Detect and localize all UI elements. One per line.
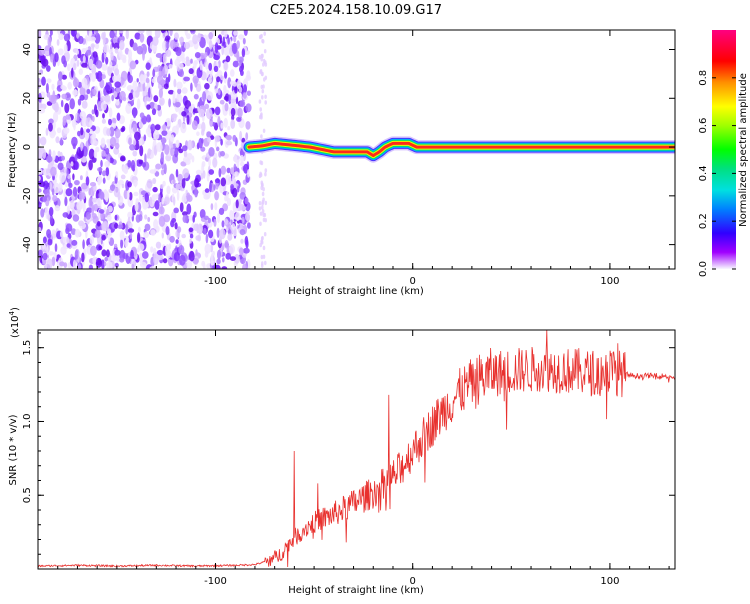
figure-title: C2E5.2024.158.10.09.G17 <box>270 3 442 18</box>
snr-plot-area <box>38 330 675 568</box>
snr-x-axis-label: Height of straight line (km) <box>288 585 424 596</box>
snr-frame <box>37 329 676 570</box>
spectrogram-y-tick-label: -20 <box>22 188 33 204</box>
spectrogram-x-tick-label: 100 <box>600 276 619 287</box>
spectrogram-frame <box>37 29 676 270</box>
colorbar-label: Normalized spectral amplitude <box>738 73 749 227</box>
spectrogram-axes: -100 0 100 -40 -20 0 20 40 <box>22 30 675 287</box>
spectrogram-y-tick-label: -40 <box>22 236 33 252</box>
colorbar-tick-label: 0.2 <box>698 213 709 229</box>
svg-text:(x104): (x104) <box>8 307 21 338</box>
snr-panel: -100 0 100 0.5 1.0 1.5 Height of straight lin… <box>8 307 676 596</box>
spectrogram-plot-area <box>38 30 675 269</box>
tone-band-red <box>247 141 675 158</box>
colorbar-tick-label: 0.8 <box>698 70 709 86</box>
snr-y-tick-label: 1.0 <box>22 414 33 430</box>
snr-scale-exponent: 4 <box>8 310 16 315</box>
spectrogram-panel: -100 0 100 -40 -20 0 20 40 Height of straight l… <box>7 29 676 297</box>
snr-y-axis-label: SNR (10 * v/v) <box>8 414 19 485</box>
snr-axes: -100 0 100 0.5 1.0 1.5 <box>22 330 675 587</box>
snr-scale-prefix: (x10 <box>10 315 21 338</box>
snr-scale-label: (x104) <box>8 307 21 338</box>
spectrogram-x-axis-label: Height of straight line (km) <box>288 286 424 297</box>
colorbar-tick-label: 0.0 <box>698 261 709 277</box>
snr-y-tick-label: 1.5 <box>22 340 33 356</box>
snr-scale-suffix: ) <box>10 307 21 311</box>
colorbar-gradient <box>712 30 736 269</box>
colorbar-tick-label: 0.6 <box>698 118 709 134</box>
colorbar-tick-label: 0.4 <box>698 165 709 181</box>
spectrogram-y-axis-label: Frequency (Hz) <box>7 112 18 188</box>
spectrogram-x-tick-label: 0 <box>410 276 416 287</box>
snr-y-tick-label: 0.5 <box>22 487 33 503</box>
spectrogram-y-tick-label: 40 <box>22 43 33 56</box>
snr-x-tick-label: -100 <box>204 576 227 587</box>
colorbar: 0.0 0.2 0.4 0.6 0.8 Normalized spectral ampl… <box>698 30 749 277</box>
spectrogram-y-tick-label: 20 <box>22 92 33 105</box>
snr-x-tick-label: 100 <box>600 576 619 587</box>
colorbar-ticks: 0.0 0.2 0.4 0.6 0.8 <box>698 70 736 277</box>
spectrogram-y-tick-label: 0 <box>22 144 33 150</box>
noise-region <box>38 30 268 269</box>
spectrogram-x-tick-label: -100 <box>204 276 227 287</box>
snr-series-line <box>38 330 675 568</box>
snr-x-tick-label: 0 <box>410 576 416 587</box>
